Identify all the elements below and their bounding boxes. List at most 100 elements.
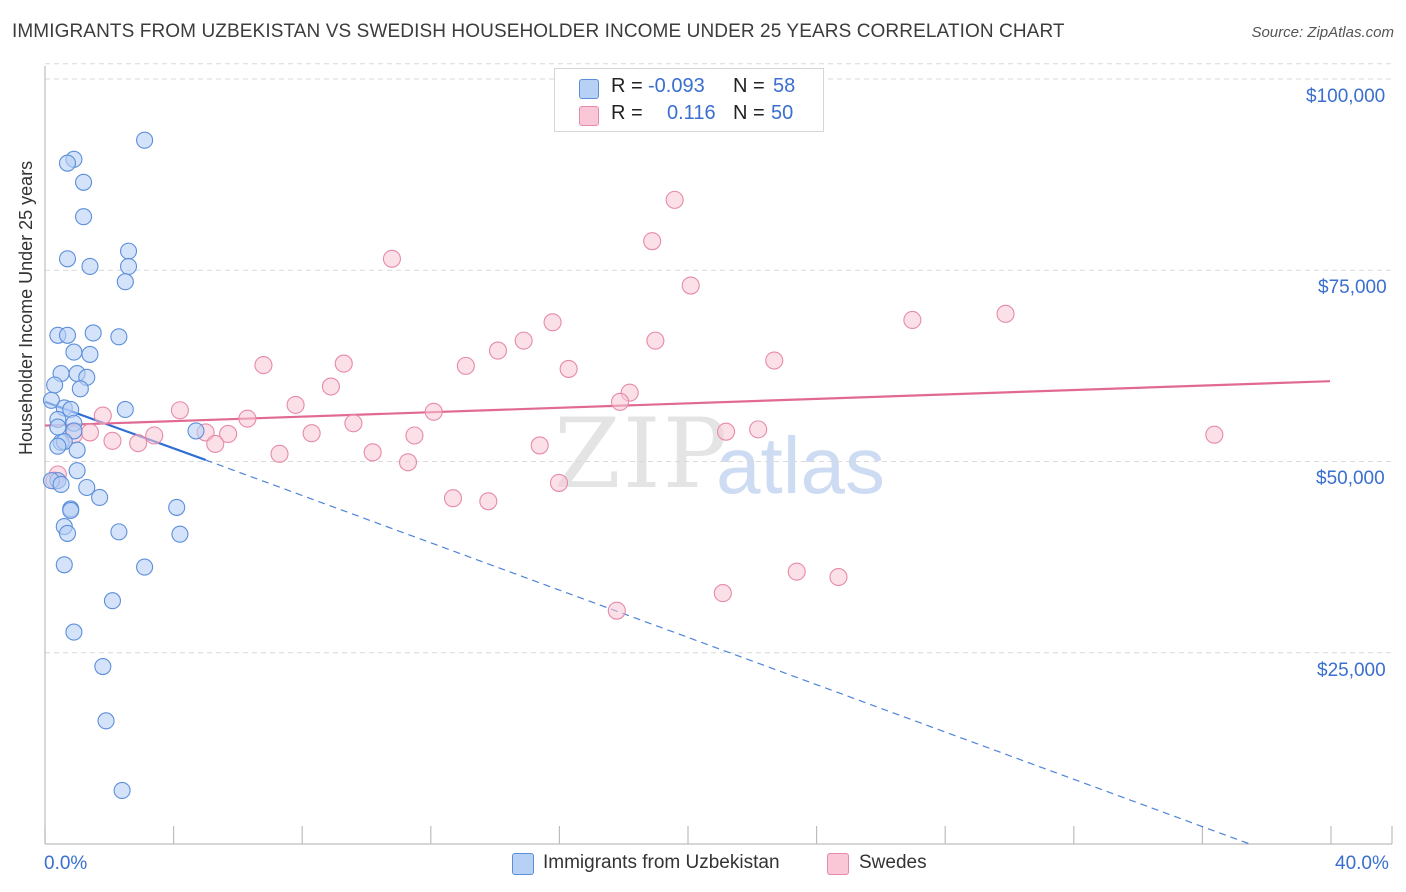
data-point-uzbekistan <box>168 498 186 516</box>
data-point-swedes <box>903 310 922 330</box>
data-point-uzbekistan <box>68 462 86 480</box>
watermark-zip: ZIP <box>554 398 730 510</box>
data-point-uzbekistan <box>116 400 134 419</box>
data-point-uzbekistan <box>94 657 112 676</box>
data-point-swedes <box>398 453 418 472</box>
data-point-swedes <box>129 434 148 453</box>
data-point-swedes <box>607 601 626 620</box>
data-point-swedes <box>270 444 289 463</box>
data-point-swedes <box>1205 425 1224 444</box>
data-point-swedes <box>716 422 736 441</box>
bottom-legend-swatch-pink <box>827 853 849 875</box>
legend-r-label: R = <box>611 75 643 97</box>
legend-n-value: 50 <box>771 102 794 124</box>
data-point-swedes <box>363 443 382 462</box>
data-point-swedes <box>643 232 662 251</box>
correlation-legend: R = -0.093 N = 58 R = 0.116 N = 50 <box>554 68 824 132</box>
data-point-swedes <box>543 313 562 332</box>
data-point-uzbekistan <box>65 422 83 440</box>
legend-n-label: N = <box>733 75 765 97</box>
source-label: Source: ZipAtlas.com <box>1251 24 1394 41</box>
data-point-swedes <box>145 426 164 445</box>
bottom-legend-label: Immigrants from Uzbekistan <box>543 852 780 873</box>
data-point-swedes <box>443 489 463 508</box>
series-uzbekistan <box>42 131 205 800</box>
y-tick-label-100000: $100,000 <box>1306 86 1386 107</box>
trend-lines <box>44 380 1331 845</box>
data-point-swedes <box>286 395 305 414</box>
legend-n-label: N = <box>733 102 765 124</box>
data-point-uzbekistan <box>110 523 128 541</box>
legend-swatch-blue <box>579 79 599 99</box>
data-point-swedes <box>713 584 732 603</box>
legend-r-value: 0.116 <box>667 102 716 124</box>
data-point-swedes <box>787 562 806 581</box>
data-point-swedes <box>681 276 700 295</box>
data-point-swedes <box>610 392 630 411</box>
data-point-uzbekistan <box>75 208 93 226</box>
data-point-uzbekistan <box>103 592 122 610</box>
watermark-atlas: atlas <box>716 421 885 510</box>
data-point-swedes <box>514 331 533 350</box>
data-point-swedes <box>238 409 257 428</box>
data-point-uzbekistan <box>81 257 99 275</box>
data-point-uzbekistan <box>119 257 138 275</box>
data-point-swedes <box>559 359 578 378</box>
data-point-uzbekistan <box>110 328 128 346</box>
data-point-uzbekistan <box>81 345 99 363</box>
data-point-swedes <box>479 492 498 511</box>
legend-r-label: R = <box>611 102 643 124</box>
data-point-swedes <box>829 567 848 587</box>
data-point-swedes <box>93 406 112 425</box>
data-point-swedes <box>765 351 784 370</box>
data-point-swedes <box>254 356 273 375</box>
data-point-swedes <box>549 473 569 492</box>
data-point-uzbekistan <box>136 558 154 576</box>
data-point-swedes <box>103 431 122 450</box>
data-point-swedes <box>665 190 684 209</box>
data-point-swedes <box>456 356 475 375</box>
x-tick-label-max: 40.0% <box>1335 853 1389 874</box>
data-point-uzbekistan <box>46 376 64 394</box>
data-point-swedes <box>424 402 443 421</box>
data-point-uzbekistan <box>49 418 67 436</box>
data-point-uzbekistan <box>78 478 96 497</box>
data-point-uzbekistan <box>58 154 77 172</box>
legend-r-value: -0.093 <box>648 75 705 97</box>
data-point-uzbekistan <box>52 475 70 494</box>
legend-swatch-pink <box>579 106 599 126</box>
data-point-swedes <box>405 426 424 445</box>
data-point-swedes <box>530 436 549 455</box>
data-point-uzbekistan <box>65 343 83 361</box>
data-point-uzbekistan <box>171 525 189 543</box>
data-point-swedes <box>749 420 768 439</box>
legend-n-value: 58 <box>773 75 796 97</box>
x-tick-label-min: 0.0% <box>44 853 88 874</box>
grid-lines <box>45 63 1392 654</box>
trend-line-swedes <box>44 380 1331 427</box>
data-point-swedes <box>206 434 225 453</box>
trend-line-uzbekistan-dashed <box>205 459 1250 845</box>
bottom-legend-label: Swedes <box>859 852 927 873</box>
data-point-uzbekistan <box>62 501 80 520</box>
y-axis-title: Householder Income Under 25 years <box>16 160 36 455</box>
data-point-uzbekistan <box>68 441 86 459</box>
data-point-uzbekistan <box>84 324 102 342</box>
data-point-swedes <box>219 424 238 444</box>
data-point-swedes <box>80 423 100 442</box>
data-point-uzbekistan <box>55 556 73 574</box>
data-point-uzbekistan <box>136 131 154 149</box>
data-point-swedes <box>334 354 353 373</box>
data-point-uzbekistan <box>49 437 67 455</box>
y-tick-label-50000: $50,000 <box>1316 468 1385 489</box>
data-point-uzbekistan <box>113 781 131 800</box>
bottom-legend-swatch-blue <box>512 853 534 875</box>
data-point-uzbekistan <box>97 712 115 730</box>
data-point-uzbekistan <box>187 422 205 440</box>
data-point-swedes <box>488 341 508 360</box>
chart-title: IMMIGRANTS FROM UZBEKISTAN VS SWEDISH HO… <box>12 21 1065 42</box>
data-point-uzbekistan <box>58 524 77 542</box>
data-point-swedes <box>382 249 402 268</box>
data-point-uzbekistan <box>58 250 77 268</box>
